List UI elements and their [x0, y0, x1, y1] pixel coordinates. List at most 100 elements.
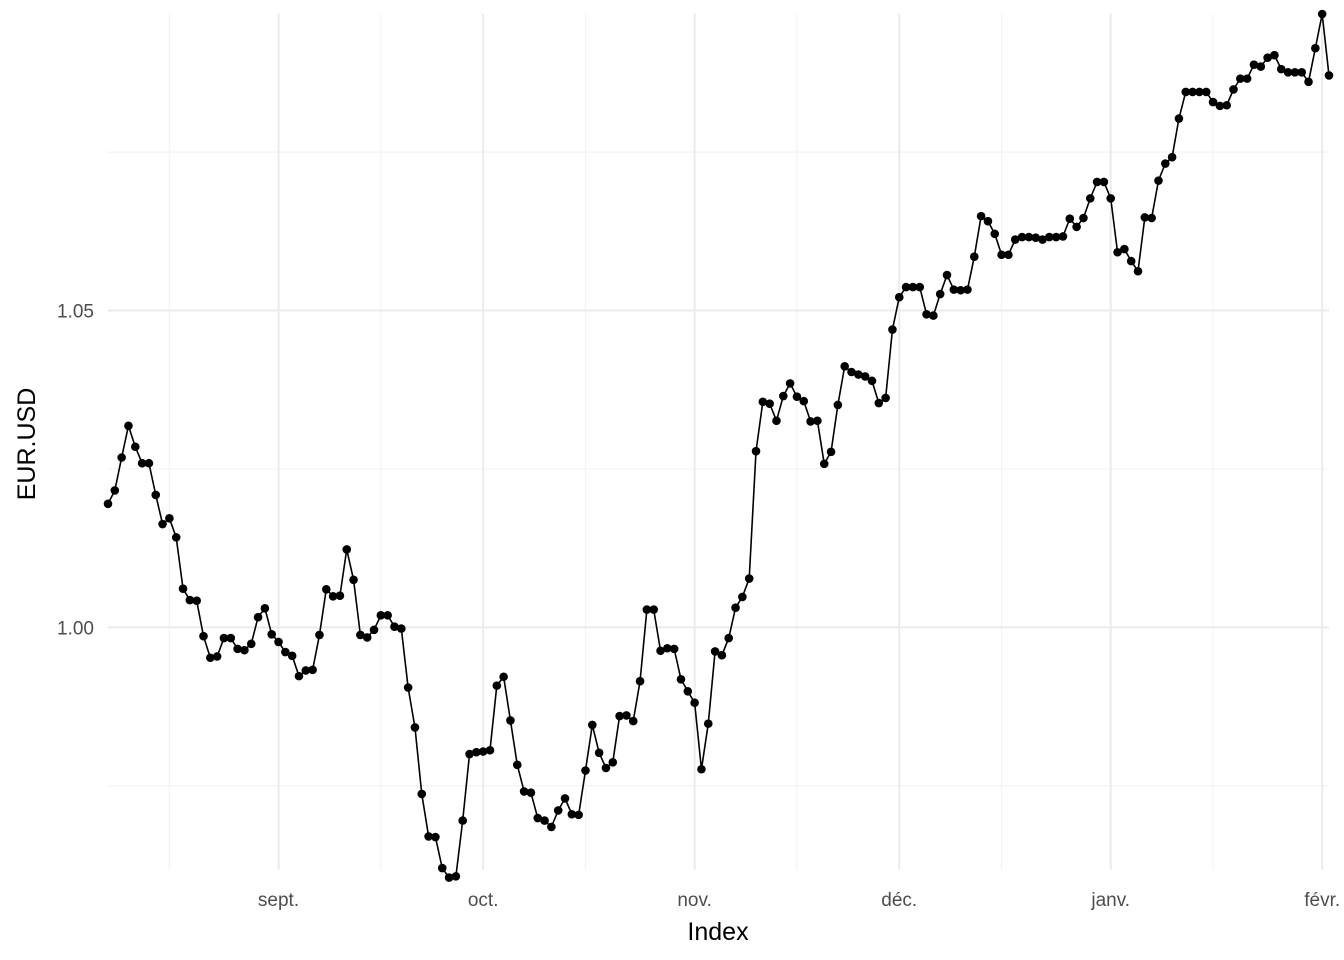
data-point: [1126, 256, 1136, 266]
data-point: [990, 229, 1000, 239]
data-point: [315, 630, 324, 640]
data-point: [240, 645, 249, 655]
data-point: [949, 285, 959, 294]
data-point: [417, 789, 427, 799]
data-point: [1201, 87, 1211, 97]
data-point: [1065, 214, 1075, 223]
data-point: [171, 533, 181, 542]
data-point: [137, 458, 147, 468]
data-point: [929, 311, 938, 320]
data-point: [130, 442, 140, 452]
data-point: [779, 391, 788, 401]
data-point: [376, 610, 386, 620]
data-point: [649, 605, 658, 614]
data-point: [335, 591, 345, 600]
x-tick-label: déc.: [881, 890, 917, 911]
x-tick-label: nov.: [677, 890, 712, 911]
data-point: [881, 393, 890, 403]
data-point: [219, 633, 229, 643]
data-point: [1229, 85, 1238, 94]
data-point: [424, 832, 433, 841]
data-point: [226, 633, 236, 643]
data-point: [1242, 74, 1252, 83]
data-point: [533, 813, 543, 823]
x-tick-label: sept.: [258, 890, 299, 911]
data-point: [1010, 235, 1020, 244]
data-point: [690, 698, 699, 708]
data-point: [260, 604, 270, 613]
data-point: [744, 574, 754, 583]
data-point: [1311, 43, 1320, 53]
data-point: [1160, 159, 1170, 168]
data-point: [110, 486, 120, 495]
data-point: [267, 630, 277, 639]
data-point: [144, 458, 154, 468]
data-point: [499, 672, 508, 682]
data-point: [1317, 9, 1327, 19]
data-point: [1283, 67, 1293, 77]
series-eurusd: [103, 9, 1334, 882]
data-point: [799, 396, 809, 406]
data-point: [308, 665, 317, 675]
data-point: [117, 453, 126, 462]
data-point: [294, 671, 304, 681]
data-point: [738, 592, 747, 602]
data-point: [444, 873, 454, 882]
data-point: [519, 787, 529, 796]
data-point: [124, 421, 133, 431]
data-point: [1297, 67, 1307, 77]
data-point: [178, 584, 188, 593]
data-point: [342, 545, 352, 554]
data-point: [253, 612, 263, 622]
data-point: [663, 643, 672, 653]
data-point: [1208, 97, 1218, 107]
data-point: [860, 372, 870, 381]
data-point: [751, 446, 761, 456]
data-point: [485, 745, 495, 755]
data-point: [301, 666, 311, 675]
y-axis-title: EUR.USD: [13, 388, 41, 501]
data-point: [1304, 77, 1313, 87]
data-point: [942, 270, 952, 280]
data-point: [165, 514, 174, 523]
x-axis-title: Index: [687, 918, 749, 946]
data-point: [642, 605, 652, 614]
data-point: [874, 398, 884, 408]
data-point: [683, 687, 693, 696]
data-point: [451, 872, 461, 881]
data-point: [915, 282, 925, 292]
data-point: [233, 644, 242, 654]
data-point: [615, 711, 624, 721]
data-point: [1072, 222, 1081, 232]
data-point: [656, 646, 665, 656]
x-tick-label: févr.: [1304, 890, 1340, 911]
data-point: [349, 575, 358, 585]
data-point: [1099, 177, 1109, 187]
data-point: [287, 651, 297, 661]
data-point: [1276, 64, 1286, 74]
data-point: [540, 816, 549, 825]
data-point: [867, 376, 877, 386]
data-point: [601, 763, 611, 773]
major-gridlines-y: [108, 309, 1329, 629]
data-point: [628, 716, 638, 726]
data-point: [608, 757, 618, 767]
data-point: [594, 748, 604, 758]
data-point: [997, 250, 1006, 260]
series-line: [107, 13, 1330, 879]
data-point: [246, 639, 256, 649]
data-point: [478, 747, 488, 756]
data-point: [1051, 232, 1061, 242]
data-point: [1174, 114, 1184, 123]
data-point: [560, 794, 570, 803]
data-point: [581, 766, 590, 775]
data-point: [1031, 233, 1040, 242]
data-point: [437, 863, 447, 873]
data-point: [840, 361, 849, 371]
data-point: [622, 711, 631, 720]
data-point: [1092, 177, 1102, 187]
data-point: [1024, 232, 1034, 242]
data-point: [356, 630, 365, 640]
data-point: [888, 325, 897, 334]
data-point: [772, 416, 781, 426]
